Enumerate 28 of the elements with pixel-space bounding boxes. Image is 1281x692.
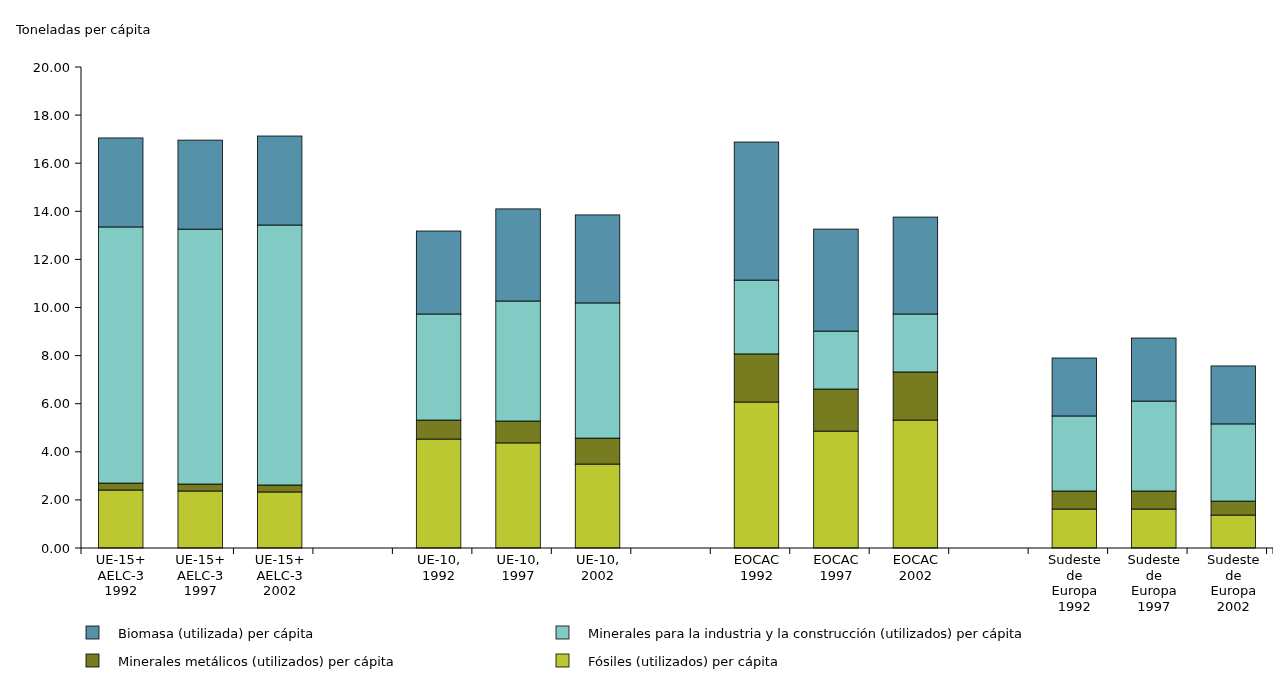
x-tick-label: UE-10, 1997: [496, 552, 540, 583]
x-tick-label: UE-10, 1992: [417, 552, 461, 583]
y-tick-label: 2.00: [41, 492, 70, 508]
y-tick-label: 6.00: [41, 396, 70, 412]
y-tick-label: 20.00: [32, 59, 70, 75]
legend-label: Fósiles (utilizados) per cápita: [588, 653, 778, 669]
y-tick-label: 4.00: [41, 444, 70, 460]
x-tick-label: Sudeste de Europa 1997: [1127, 552, 1181, 614]
y-tick-label: 10.00: [32, 300, 70, 316]
legend-label: Biomasa (utilizada) per cápita: [118, 625, 314, 641]
y-tick-label: 18.00: [32, 107, 70, 123]
x-tick-label: EOCAC 2002: [892, 552, 939, 583]
y-tick-label: 16.00: [32, 155, 70, 171]
legend-label: Minerales para la industria y la construcción (utilizados) per cápita: [588, 625, 1023, 641]
x-tick-label: UE-15+ AELC-3 1997: [175, 552, 226, 598]
x-tick-label: EOCAC 1992: [733, 552, 780, 583]
y-axis-title: Toneladas per cápita: [15, 22, 151, 37]
x-tick-label: UE-10, 2002: [575, 552, 620, 583]
y-tick-label: 8.00: [41, 348, 70, 364]
x-tick-label: Sudeste de Europa 2002: [1206, 552, 1260, 614]
y-tick-label: 12.00: [32, 251, 70, 267]
x-tick-label: UE-15+ AELC-3 2002: [254, 552, 305, 598]
y-tick-label: 14.00: [32, 203, 70, 219]
x-tick-label: UE-15+ AELC-3 1992: [95, 552, 146, 598]
legend-label: Minerales metálicos (utilizados) per cápita: [118, 653, 394, 669]
y-tick-label: 0.00: [41, 540, 70, 556]
x-tick-label: EOCAC 1997: [813, 552, 859, 583]
x-tick-label: Sudeste de Europa 1992: [1048, 552, 1101, 614]
